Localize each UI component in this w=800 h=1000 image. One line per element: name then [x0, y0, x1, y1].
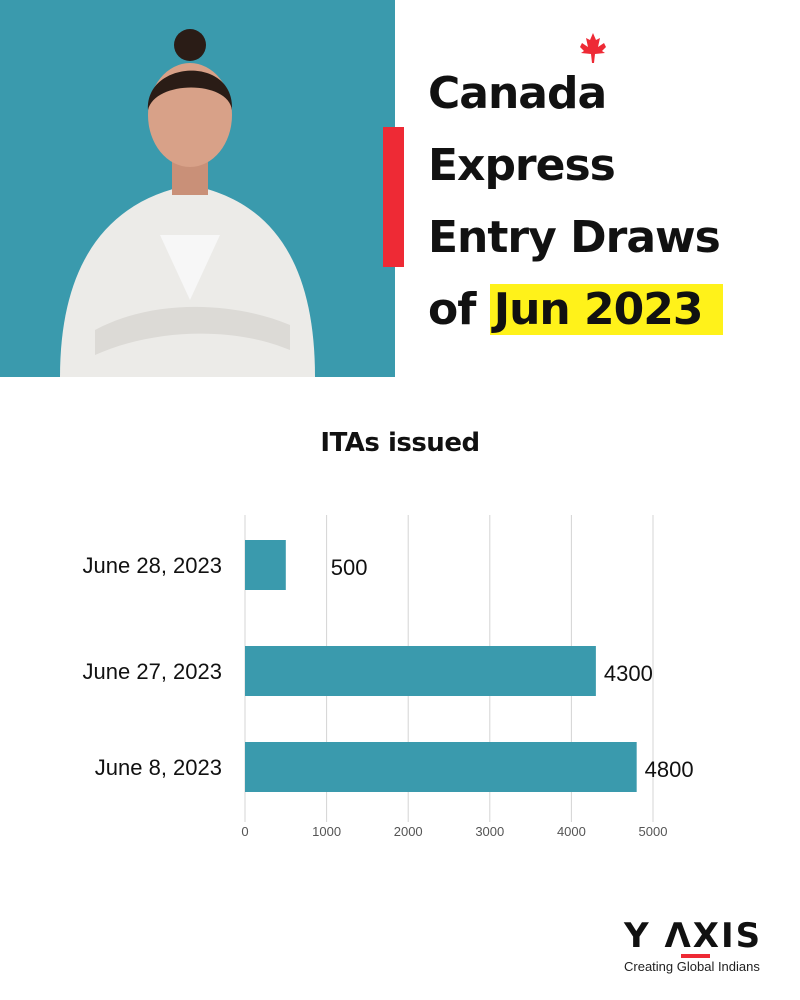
data-label: 4800: [645, 757, 694, 782]
y-tick-label: June 27, 2023: [83, 659, 222, 684]
bar: [245, 540, 286, 590]
y-tick-label: June 28, 2023: [83, 553, 222, 578]
x-tick-label: 1000: [312, 824, 341, 839]
x-tick-label: 0: [241, 824, 248, 839]
x-tick-label: 3000: [475, 824, 504, 839]
yaxis-logo: Y ΛXIS Creating Global Indians: [624, 916, 763, 974]
x-tick-label: 5000: [639, 824, 668, 839]
bar-chart: 0 1000 2000 3000 4000 5000 June 28, 2023 500 Jun…: [83, 515, 694, 839]
accent-bar: [383, 127, 404, 267]
y-tick-label: June 8, 2023: [95, 755, 222, 780]
hero-photo: [0, 0, 395, 377]
bar: [245, 646, 596, 696]
page-title: Canada Express Entry Draws of Jun 2023: [428, 58, 723, 346]
x-tick-label: 4000: [557, 824, 586, 839]
bar: [245, 742, 637, 792]
title-highlight: Jun 2023: [489, 284, 723, 335]
chart-title: ITAs issued: [320, 428, 480, 458]
maple-leaf-icon: [580, 33, 606, 63]
data-label: 500: [331, 555, 368, 580]
person-illustration: [60, 29, 315, 377]
x-tick-label: 2000: [394, 824, 423, 839]
data-label: 4300: [604, 661, 653, 686]
